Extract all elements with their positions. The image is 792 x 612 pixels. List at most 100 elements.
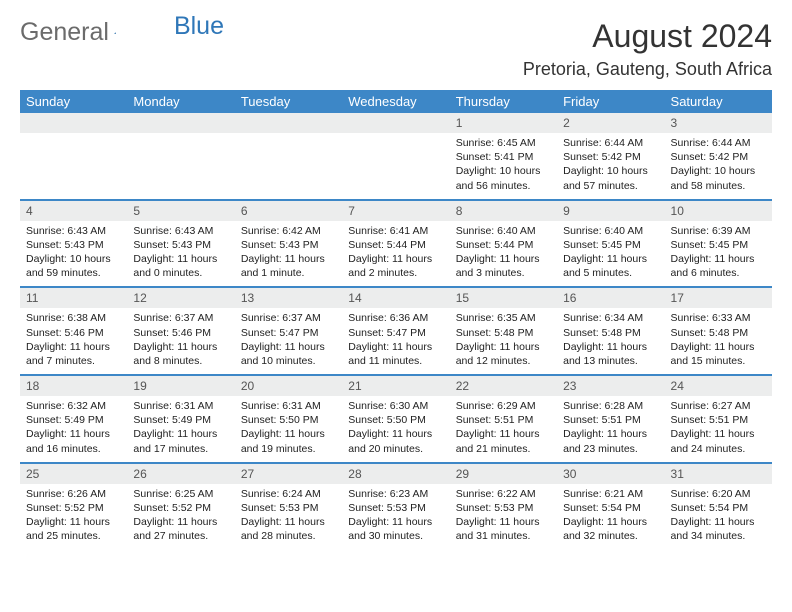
sunrise-line: Sunrise: 6:41 AM	[348, 224, 443, 238]
sunset-line: Sunset: 5:54 PM	[563, 501, 658, 515]
daylight-line: Daylight: 11 hours and 11 minutes.	[348, 340, 443, 368]
daylight-line: Daylight: 11 hours and 8 minutes.	[133, 340, 228, 368]
daylight-line: Daylight: 11 hours and 10 minutes.	[241, 340, 336, 368]
calendar-cell: 11Sunrise: 6:38 AMSunset: 5:46 PMDayligh…	[20, 287, 127, 375]
calendar-cell: 15Sunrise: 6:35 AMSunset: 5:48 PMDayligh…	[450, 287, 557, 375]
daylight-line: Daylight: 11 hours and 12 minutes.	[456, 340, 551, 368]
month-title: August 2024	[523, 18, 772, 55]
sunset-line: Sunset: 5:44 PM	[456, 238, 551, 252]
daylight-line: Daylight: 11 hours and 25 minutes.	[26, 515, 121, 543]
daylight-line: Daylight: 10 hours and 59 minutes.	[26, 252, 121, 280]
day-number: 19	[127, 376, 234, 396]
location-text: Pretoria, Gauteng, South Africa	[523, 59, 772, 80]
day-body: Sunrise: 6:38 AMSunset: 5:46 PMDaylight:…	[20, 308, 127, 374]
day-body: Sunrise: 6:35 AMSunset: 5:48 PMDaylight:…	[450, 308, 557, 374]
title-block: August 2024 Pretoria, Gauteng, South Afr…	[523, 18, 772, 80]
sail-icon	[114, 23, 117, 43]
sunrise-line: Sunrise: 6:39 AM	[671, 224, 766, 238]
day-number: 2	[557, 113, 664, 133]
calendar-cell: 28Sunrise: 6:23 AMSunset: 5:53 PMDayligh…	[342, 463, 449, 550]
sunrise-line: Sunrise: 6:31 AM	[241, 399, 336, 413]
sunrise-line: Sunrise: 6:44 AM	[563, 136, 658, 150]
day-number: 29	[450, 464, 557, 484]
day-body: Sunrise: 6:33 AMSunset: 5:48 PMDaylight:…	[665, 308, 772, 374]
day-number: 30	[557, 464, 664, 484]
day-number: 25	[20, 464, 127, 484]
day-body: Sunrise: 6:40 AMSunset: 5:44 PMDaylight:…	[450, 221, 557, 287]
calendar-cell	[127, 113, 234, 200]
day-number: 14	[342, 288, 449, 308]
sunrise-line: Sunrise: 6:36 AM	[348, 311, 443, 325]
sunrise-line: Sunrise: 6:40 AM	[563, 224, 658, 238]
calendar-week-row: 25Sunrise: 6:26 AMSunset: 5:52 PMDayligh…	[20, 463, 772, 550]
day-number: 23	[557, 376, 664, 396]
calendar-cell: 24Sunrise: 6:27 AMSunset: 5:51 PMDayligh…	[665, 375, 772, 463]
day-number: 24	[665, 376, 772, 396]
calendar-cell: 6Sunrise: 6:42 AMSunset: 5:43 PMDaylight…	[235, 200, 342, 288]
sunrise-line: Sunrise: 6:32 AM	[26, 399, 121, 413]
day-number: 13	[235, 288, 342, 308]
day-number: 3	[665, 113, 772, 133]
day-number: 4	[20, 201, 127, 221]
day-number: 12	[127, 288, 234, 308]
day-body: Sunrise: 6:20 AMSunset: 5:54 PMDaylight:…	[665, 484, 772, 550]
sunset-line: Sunset: 5:46 PM	[26, 326, 121, 340]
day-number: 31	[665, 464, 772, 484]
calendar-cell: 25Sunrise: 6:26 AMSunset: 5:52 PMDayligh…	[20, 463, 127, 550]
weekday-header: Friday	[557, 90, 664, 113]
sunrise-line: Sunrise: 6:37 AM	[241, 311, 336, 325]
calendar-cell: 30Sunrise: 6:21 AMSunset: 5:54 PMDayligh…	[557, 463, 664, 550]
sunrise-line: Sunrise: 6:44 AM	[671, 136, 766, 150]
weekday-header-row: Sunday Monday Tuesday Wednesday Thursday…	[20, 90, 772, 113]
calendar-cell: 31Sunrise: 6:20 AMSunset: 5:54 PMDayligh…	[665, 463, 772, 550]
day-body-empty	[127, 133, 234, 191]
sunset-line: Sunset: 5:53 PM	[241, 501, 336, 515]
day-body: Sunrise: 6:36 AMSunset: 5:47 PMDaylight:…	[342, 308, 449, 374]
sunset-line: Sunset: 5:43 PM	[133, 238, 228, 252]
day-number: 15	[450, 288, 557, 308]
day-body: Sunrise: 6:31 AMSunset: 5:49 PMDaylight:…	[127, 396, 234, 462]
day-body: Sunrise: 6:44 AMSunset: 5:42 PMDaylight:…	[665, 133, 772, 199]
sunset-line: Sunset: 5:49 PM	[26, 413, 121, 427]
sunset-line: Sunset: 5:48 PM	[456, 326, 551, 340]
day-number: 20	[235, 376, 342, 396]
sunrise-line: Sunrise: 6:33 AM	[671, 311, 766, 325]
sunrise-line: Sunrise: 6:28 AM	[563, 399, 658, 413]
day-number: 27	[235, 464, 342, 484]
daylight-line: Daylight: 11 hours and 13 minutes.	[563, 340, 658, 368]
sunset-line: Sunset: 5:49 PM	[133, 413, 228, 427]
sunrise-line: Sunrise: 6:25 AM	[133, 487, 228, 501]
calendar-cell: 4Sunrise: 6:43 AMSunset: 5:43 PMDaylight…	[20, 200, 127, 288]
sunset-line: Sunset: 5:50 PM	[241, 413, 336, 427]
sunrise-line: Sunrise: 6:24 AM	[241, 487, 336, 501]
day-body: Sunrise: 6:43 AMSunset: 5:43 PMDaylight:…	[127, 221, 234, 287]
day-number: 28	[342, 464, 449, 484]
day-body: Sunrise: 6:29 AMSunset: 5:51 PMDaylight:…	[450, 396, 557, 462]
sunset-line: Sunset: 5:48 PM	[563, 326, 658, 340]
sunset-line: Sunset: 5:45 PM	[563, 238, 658, 252]
day-body: Sunrise: 6:26 AMSunset: 5:52 PMDaylight:…	[20, 484, 127, 550]
day-number: 8	[450, 201, 557, 221]
daylight-line: Daylight: 11 hours and 21 minutes.	[456, 427, 551, 455]
brand-word-1: General	[20, 18, 109, 47]
day-body: Sunrise: 6:45 AMSunset: 5:41 PMDaylight:…	[450, 133, 557, 199]
daylight-line: Daylight: 11 hours and 24 minutes.	[671, 427, 766, 455]
day-body: Sunrise: 6:37 AMSunset: 5:46 PMDaylight:…	[127, 308, 234, 374]
calendar-week-row: 1Sunrise: 6:45 AMSunset: 5:41 PMDaylight…	[20, 113, 772, 200]
day-body: Sunrise: 6:44 AMSunset: 5:42 PMDaylight:…	[557, 133, 664, 199]
weekday-header: Saturday	[665, 90, 772, 113]
calendar-cell: 10Sunrise: 6:39 AMSunset: 5:45 PMDayligh…	[665, 200, 772, 288]
sunset-line: Sunset: 5:53 PM	[456, 501, 551, 515]
brand-logo: General Blue	[20, 18, 190, 47]
daylight-line: Daylight: 11 hours and 1 minute.	[241, 252, 336, 280]
sunrise-line: Sunrise: 6:42 AM	[241, 224, 336, 238]
calendar-cell	[20, 113, 127, 200]
day-number: 5	[127, 201, 234, 221]
calendar-cell	[235, 113, 342, 200]
daylight-line: Daylight: 11 hours and 6 minutes.	[671, 252, 766, 280]
daylight-line: Daylight: 11 hours and 32 minutes.	[563, 515, 658, 543]
day-body: Sunrise: 6:21 AMSunset: 5:54 PMDaylight:…	[557, 484, 664, 550]
page-header: General Blue August 2024 Pretoria, Gaute…	[20, 18, 772, 80]
daylight-line: Daylight: 11 hours and 3 minutes.	[456, 252, 551, 280]
day-body: Sunrise: 6:43 AMSunset: 5:43 PMDaylight:…	[20, 221, 127, 287]
